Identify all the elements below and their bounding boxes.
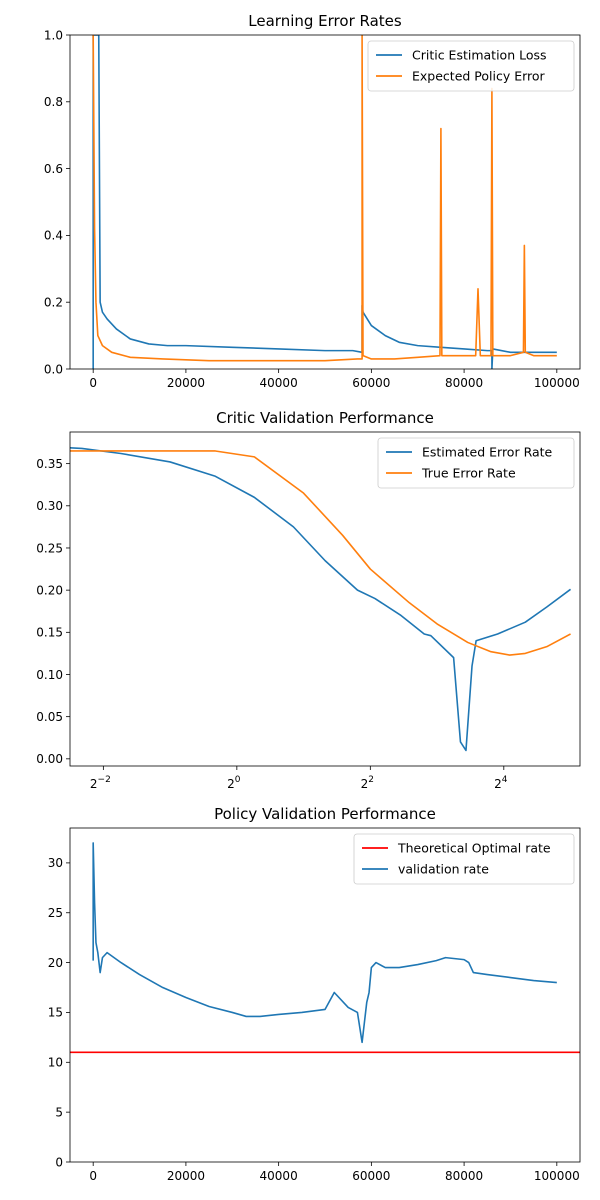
y-tick-label: 5 [55, 1105, 63, 1119]
legend-entry: Theoretical Optimal rate [397, 841, 551, 856]
x-tick-exponent: 4 [502, 775, 508, 785]
x-tick-label: 100000 [534, 376, 580, 390]
x-tick-label: 0 [89, 376, 97, 390]
axes-frame-1 [69, 34, 581, 370]
x-tick-label: 20 [227, 775, 241, 791]
x-tick-label: 80000 [445, 376, 483, 390]
x-tick-label: 40000 [260, 1169, 298, 1183]
y-tick-label: 15 [48, 1006, 63, 1020]
y-tick-label: 1.0 [44, 28, 63, 42]
x-tick-label: 60000 [352, 1169, 390, 1183]
legend-box [353, 833, 575, 885]
y-tick-label: 0 [55, 1155, 63, 1169]
x-tick-label: 40000 [260, 376, 298, 390]
x-tick-label: 24 [494, 775, 508, 791]
x-tick-exponent: −2 [98, 775, 111, 785]
legend-entry: validation rate [398, 862, 489, 877]
x-tick-label: 0 [89, 1169, 97, 1183]
y-tick-label: 0.10 [36, 668, 63, 682]
axes-frame-2 [69, 431, 581, 767]
y-tick-label: 0.6 [44, 162, 63, 176]
y-tick-label: 0.20 [36, 583, 63, 597]
series-line-2-2 [70, 450, 571, 656]
y-tick-label: 0.4 [44, 229, 63, 243]
x-tick-label: 80000 [445, 1169, 483, 1183]
chart-title-1: Learning Error Rates [248, 12, 402, 30]
axes-frame-3 [69, 827, 581, 1163]
x-tick-label: 60000 [352, 376, 390, 390]
legend-entry: Critic Estimation Loss [412, 48, 547, 63]
y-tick-label: 0.25 [36, 541, 63, 555]
x-tick-label: 22 [361, 775, 374, 791]
series-line-2-1 [70, 446, 572, 752]
legend-entry: Estimated Error Rate [422, 445, 553, 460]
y-tick-label: 0.35 [36, 457, 63, 471]
y-tick-label: 0.15 [36, 626, 63, 640]
chart-panel-2: Critic Validation Performance 0.00 0.05 0.1… [36, 409, 581, 791]
chart-panel-1: Learning Error Rates 0.0 0.2 0.4 0.6 0.8 1.0 0 2… [44, 12, 581, 390]
y-tick-label: 0.0 [44, 362, 63, 376]
x-tick-exponent: 2 [368, 775, 374, 785]
legend-2: Estimated Error Rate True Error Rate [377, 437, 575, 489]
x-tick-label: 100000 [534, 1169, 580, 1183]
chart-title-2: Critic Validation Performance [216, 409, 434, 427]
x-tick-label: 2−2 [90, 775, 111, 791]
series-line-3-2 [92, 842, 557, 1044]
legend-1: Critic Estimation Loss Expected Policy Er… [367, 40, 575, 92]
legend-3: Theoretical Optimal rate validation rate [353, 833, 575, 885]
x-tick-exponent: 0 [235, 775, 241, 785]
x-tick-label: 20000 [167, 376, 205, 390]
chart-title-3: Policy Validation Performance [214, 805, 436, 823]
y-tick-label: 0.05 [36, 710, 63, 724]
y-tick-label: 30 [48, 856, 63, 870]
chart-panel-3: Policy Validation Performance 0 5 10 15 20 25 3… [48, 805, 581, 1183]
legend-entry: Expected Policy Error [412, 69, 546, 84]
x-tick-base: 2 [494, 777, 502, 791]
legend-box [367, 40, 575, 92]
y-tick-label: 0.30 [36, 499, 63, 513]
x-tick-base: 2 [227, 777, 235, 791]
y-tick-label: 0.00 [36, 752, 63, 766]
y-tick-label: 0.8 [44, 95, 63, 109]
x-tick-base: 2 [361, 777, 369, 791]
x-tick-label: 20000 [167, 1169, 205, 1183]
x-tick-base: 2 [90, 777, 98, 791]
legend-box [377, 437, 575, 489]
y-tick-label: 0.2 [44, 296, 63, 310]
y-tick-label: 20 [48, 956, 63, 970]
legend-entry: True Error Rate [421, 466, 516, 481]
series-line-1-2 [92, 35, 557, 362]
y-tick-label: 10 [48, 1056, 63, 1070]
y-tick-label: 25 [48, 906, 63, 920]
